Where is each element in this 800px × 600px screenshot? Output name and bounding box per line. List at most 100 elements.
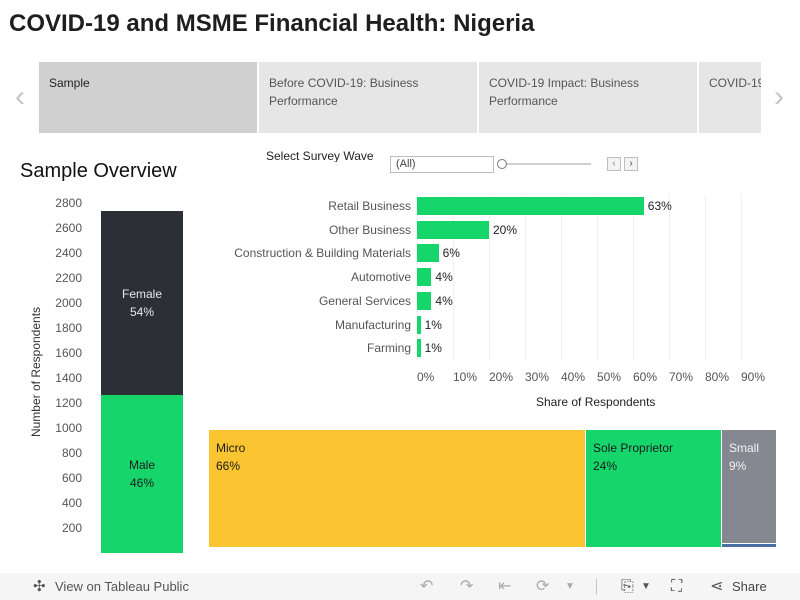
industry-bar	[417, 197, 644, 215]
story-next-icon[interactable]: ›	[774, 80, 784, 113]
story-tab-before-covid[interactable]: Before COVID-19: Business Performance	[259, 62, 477, 133]
tableau-logo-icon: ✣	[33, 578, 46, 595]
x-gridline	[633, 195, 634, 360]
filter-label: Select Survey Wave	[266, 150, 374, 162]
revert-icon[interactable]: ⇤	[498, 578, 512, 595]
story-tab-covid-next[interactable]: COVID-19	[699, 62, 761, 133]
bar-category-label: General Services	[318, 293, 411, 308]
bar-category-label: Automotive	[350, 270, 411, 285]
treemap-cell-name: Micro	[216, 441, 246, 455]
chevron-down-icon[interactable]: ▼	[565, 581, 575, 592]
treemap-cell-value: 66%	[216, 459, 241, 473]
x-gridline	[669, 195, 670, 360]
redo-icon[interactable]: ↷	[460, 578, 474, 595]
treemap-cell-value: 9%	[729, 459, 747, 473]
story-tab-sample[interactable]: Sample	[39, 62, 257, 133]
x-gridline	[453, 195, 454, 360]
survey-wave-slider-thumb[interactable]	[497, 159, 507, 169]
y-tick-label: 2400	[55, 246, 82, 260]
segment-name: Male	[128, 457, 155, 472]
segment-name: Female	[121, 287, 162, 301]
bar-value-label: 20%	[493, 222, 518, 237]
filter-next-button[interactable]: ›	[624, 157, 638, 171]
industry-bar	[417, 244, 439, 263]
survey-wave-dropdown[interactable]: (All)	[390, 156, 494, 173]
bar-value-label: 4%	[435, 270, 453, 285]
y-tick-label: 200	[61, 521, 82, 535]
x-tick-label: 70%	[669, 370, 694, 384]
x-tick-label: 80%	[705, 370, 730, 384]
x-tick-label: 60%	[633, 370, 658, 384]
survey-wave-slider-track[interactable]	[501, 163, 591, 165]
treemap-cell-name: Small	[729, 441, 760, 455]
y-tick-label: 2000	[55, 296, 82, 310]
x-tick-label: 20%	[489, 370, 514, 384]
x-axis-label: Share of Respondents	[536, 395, 656, 409]
segment-value: 54%	[129, 305, 155, 319]
bar-value-label: 1%	[424, 341, 442, 356]
story-prev-icon[interactable]: ‹	[15, 80, 25, 113]
download-icon[interactable]: ⎘	[621, 578, 634, 595]
filter-prev-button[interactable]: ‹	[607, 157, 621, 171]
story-tab-covid-impact[interactable]: COVID-19 Impact: Business Performance	[479, 62, 697, 133]
bar-category-label: Construction & Building Materials	[234, 246, 411, 261]
y-tick-label: 2800	[55, 196, 82, 210]
treemap-cell-name: Sole Proprietor	[593, 441, 674, 455]
bar-value-label: 6%	[442, 246, 460, 261]
bar-category-label: Manufacturing	[334, 317, 411, 332]
treemap-cell	[722, 544, 776, 547]
y-tick-label: 800	[61, 446, 82, 460]
x-gridline	[597, 195, 598, 360]
y-tick-label: 400	[61, 496, 82, 510]
segment-value: 46%	[129, 475, 155, 490]
bar-value-label: 63%	[647, 199, 672, 213]
x-gridline	[705, 195, 706, 360]
x-tick-label: 40%	[561, 370, 586, 384]
y-tick-label: 1600	[55, 346, 82, 360]
view-on-tableau-link[interactable]: View on Tableau Public	[55, 579, 189, 594]
y-tick-label: 2600	[55, 221, 82, 235]
x-tick-label: 10%	[453, 370, 478, 384]
treemap-cell: Sole Proprietor 24%	[586, 430, 721, 547]
y-tick-label: 2200	[55, 271, 82, 285]
bar-category-label: Other Business	[328, 222, 411, 237]
section-title: Sample Overview	[20, 160, 177, 182]
industry-bar	[417, 268, 432, 287]
bar-category-label: Retail Business	[328, 199, 411, 213]
gender-segment-female: Female 54%	[101, 211, 183, 395]
x-tick-label: 0%	[417, 370, 435, 384]
refresh-icon[interactable]: ⟳	[536, 578, 550, 595]
x-tick-label: 90%	[741, 370, 766, 384]
x-gridline	[741, 195, 742, 360]
industry-bar	[417, 339, 421, 358]
industry-bar	[417, 315, 421, 334]
industry-bar	[417, 220, 489, 239]
share-button[interactable]: Share	[732, 579, 767, 594]
x-gridline	[525, 195, 526, 360]
y-tick-label: 1800	[55, 321, 82, 335]
fullscreen-icon[interactable]: ⛶	[671, 578, 683, 595]
undo-icon[interactable]: ↶	[420, 578, 434, 595]
bottom-toolbar	[0, 573, 800, 600]
bar-category-label: Farming	[366, 341, 411, 356]
y-axis-ticks: 200 400 600 800 1000 1200 1400 1600 1800 2000 2200…	[40, 195, 82, 555]
x-gridline	[561, 195, 562, 360]
y-tick-label: 600	[61, 471, 82, 485]
gender-segment-male: Male 46%	[101, 394, 183, 553]
industry-bar	[417, 291, 432, 310]
share-icon[interactable]: ⋖	[710, 578, 724, 595]
y-tick-label: 1400	[55, 371, 82, 385]
x-tick-label: 30%	[525, 370, 550, 384]
y-tick-label: 1000	[55, 421, 82, 435]
treemap-cell: Small 9%	[722, 430, 776, 543]
dashboard-title: COVID-19 and MSME Financial Health: Nige…	[9, 10, 535, 37]
y-tick-label: 1200	[55, 396, 82, 410]
toolbar-separator	[596, 579, 597, 595]
bar-value-label: 1%	[424, 317, 442, 332]
bar-value-label: 4%	[435, 293, 453, 308]
x-gridline	[489, 195, 490, 360]
treemap-cell: Micro 66%	[209, 430, 585, 547]
chevron-down-icon[interactable]: ▼	[641, 581, 651, 592]
x-tick-label: 50%	[597, 370, 622, 384]
story-navigator: Sample Before COVID-19: Business Perform…	[39, 62, 761, 133]
